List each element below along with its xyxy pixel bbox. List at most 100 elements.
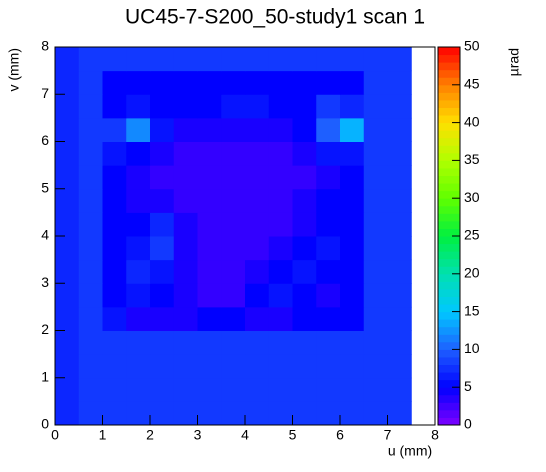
heat-cell: [55, 47, 80, 72]
heat-cell: [340, 306, 365, 331]
heat-cell: [78, 94, 103, 119]
heat-cell: [268, 330, 293, 355]
heat-cell: [126, 117, 151, 142]
heat-cell: [126, 212, 151, 237]
heat-cell: [245, 283, 270, 308]
heat-cell: [102, 47, 127, 72]
heat-cell: [55, 188, 80, 213]
heat-cell: [55, 283, 80, 308]
heat-cell: [102, 330, 127, 355]
heat-cell: [292, 236, 317, 261]
y-tick-label: 4: [41, 227, 49, 243]
heat-cell: [197, 330, 222, 355]
heat-cell: [150, 259, 175, 284]
heat-cell: [268, 354, 293, 379]
heat-cell: [126, 306, 151, 331]
color-bar-band: [438, 92, 460, 101]
heat-cell: [363, 259, 388, 284]
color-bar-band: [438, 137, 460, 146]
heat-cell: [221, 401, 246, 426]
heat-cell: [316, 354, 341, 379]
heat-cell: [316, 259, 341, 284]
heat-cell: [150, 188, 175, 213]
heat-cell: [363, 354, 388, 379]
color-bar-band: [438, 243, 460, 252]
z-tick-label: 45: [464, 76, 480, 92]
color-bar-band: [438, 258, 460, 267]
heat-cell: [173, 165, 198, 190]
heat-cell: [268, 94, 293, 119]
heat-cell: [340, 236, 365, 261]
x-tick-label: 7: [384, 427, 392, 443]
color-bar-band: [438, 175, 460, 184]
z-tick-label: 40: [464, 113, 480, 129]
color-bar-band: [438, 236, 460, 245]
color-bar-band: [438, 394, 460, 403]
heat-cell: [102, 165, 127, 190]
heat-cell: [340, 259, 365, 284]
heat-cell: [126, 141, 151, 166]
heat-cell: [292, 259, 317, 284]
color-bar-band: [438, 220, 460, 229]
heat-cell: [102, 401, 127, 426]
heat-cell: [173, 330, 198, 355]
heat-cell: [78, 165, 103, 190]
color-bar-band: [438, 228, 460, 237]
heat-cell: [126, 354, 151, 379]
heat-cell: [126, 47, 151, 72]
color-bar-band: [438, 296, 460, 305]
color-bar-band: [438, 387, 460, 396]
heat-cell: [102, 70, 127, 95]
heat-cell: [387, 94, 412, 119]
heat-cell: [221, 236, 246, 261]
heat-cell: [387, 165, 412, 190]
heat-cell: [363, 212, 388, 237]
heat-cell: [126, 401, 151, 426]
heat-cell: [316, 330, 341, 355]
color-bar-band: [438, 326, 460, 335]
heat-cell: [316, 236, 341, 261]
heat-cell: [55, 330, 80, 355]
color-bar-band: [438, 198, 460, 207]
color-bar-band: [438, 145, 460, 154]
heat-cell: [268, 306, 293, 331]
heat-cell: [340, 330, 365, 355]
heat-cell: [197, 94, 222, 119]
heat-cell: [292, 70, 317, 95]
heat-cell: [340, 283, 365, 308]
heat-cell: [78, 306, 103, 331]
heat-cell: [150, 117, 175, 142]
x-tick-label: 8: [431, 427, 439, 443]
color-bar-band: [438, 69, 460, 78]
heat-cell: [126, 377, 151, 402]
heat-cell: [150, 47, 175, 72]
heat-cell: [245, 70, 270, 95]
heat-cell: [221, 70, 246, 95]
heat-cell: [245, 306, 270, 331]
heat-cell: [387, 377, 412, 402]
heat-cell: [197, 283, 222, 308]
z-tick-label: 25: [464, 227, 480, 243]
heat-cell: [173, 354, 198, 379]
heat-cell: [102, 141, 127, 166]
heat-cell: [245, 141, 270, 166]
heat-cell: [197, 306, 222, 331]
heat-cell: [363, 401, 388, 426]
heat-cell: [55, 94, 80, 119]
heat-cell: [173, 47, 198, 72]
heat-cell: [78, 259, 103, 284]
z-tick-label: 15: [464, 302, 480, 318]
heat-cell: [363, 330, 388, 355]
z-tick-label: 20: [464, 265, 480, 281]
heat-cell: [197, 47, 222, 72]
color-bar-band: [438, 62, 460, 71]
heat-cell: [197, 354, 222, 379]
heat-cell: [268, 165, 293, 190]
heat-cell: [340, 47, 365, 72]
heat-cell: [292, 117, 317, 142]
heat-cell: [55, 377, 80, 402]
heat-cell: [78, 377, 103, 402]
z-tick-label: 30: [464, 189, 480, 205]
heat-cell: [221, 141, 246, 166]
heat-cell: [363, 94, 388, 119]
